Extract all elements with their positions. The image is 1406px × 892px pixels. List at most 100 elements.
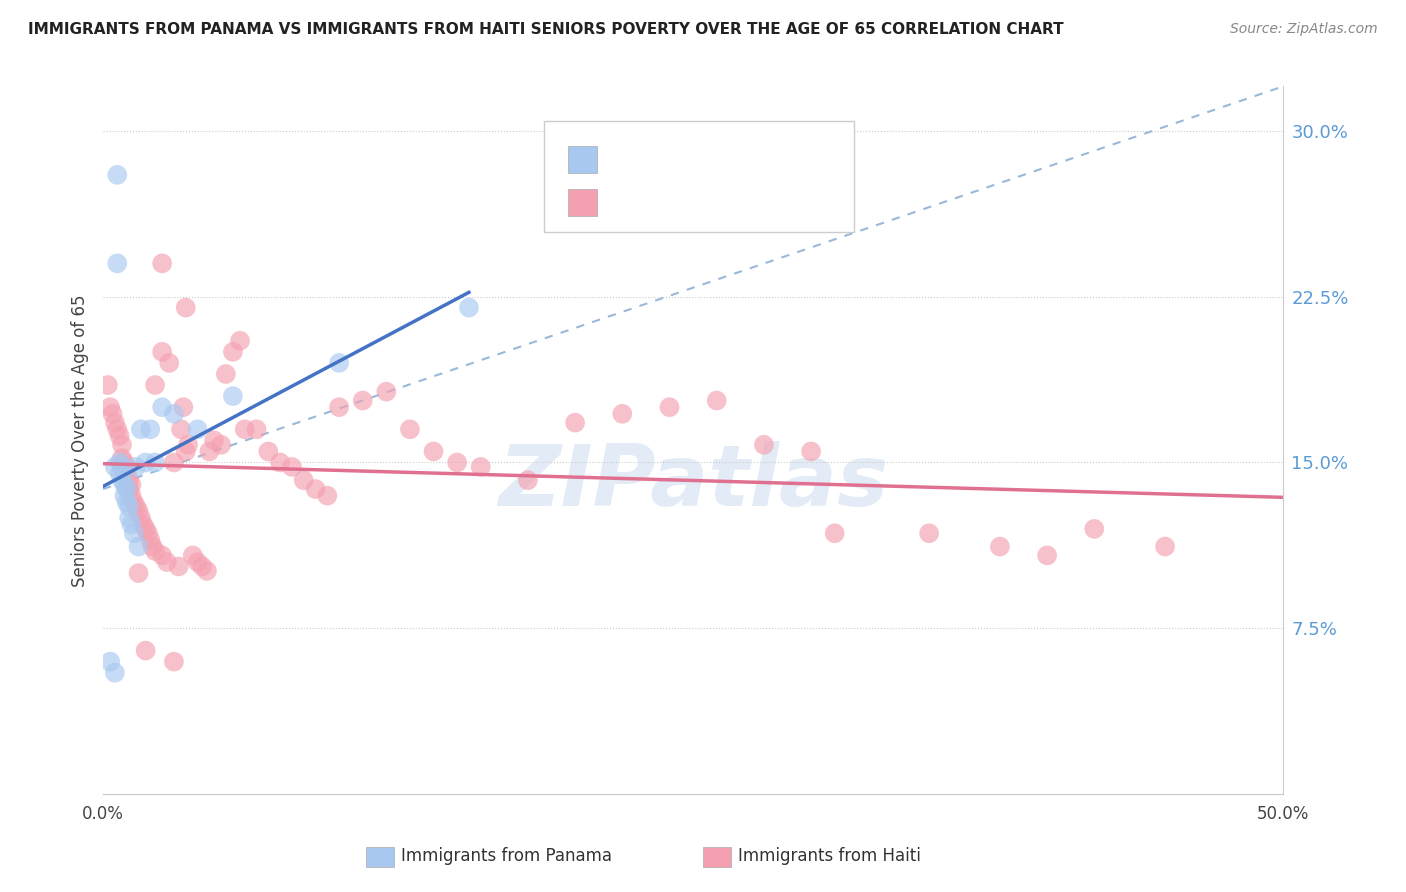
FancyBboxPatch shape [703,847,731,867]
Point [120,489,142,503]
Point [564,416,586,430]
FancyBboxPatch shape [366,847,394,867]
Point [470,459,492,474]
Point [111,459,134,474]
Text: ZIPatlas: ZIPatlas [498,442,889,524]
Text: 29: 29 [759,151,785,169]
Text: 0.222: 0.222 [647,194,704,211]
Point [143,455,166,469]
Point [163,655,186,669]
Point [118,510,141,524]
Point [292,473,315,487]
Point [163,455,186,469]
Point [108,429,131,443]
Point [135,455,157,469]
Point [245,422,267,436]
Point [112,455,135,469]
Point [1154,540,1177,554]
Point [129,422,152,436]
Point [122,495,145,509]
Point [125,500,148,514]
Point [118,500,141,514]
Point [132,517,155,532]
Point [229,334,252,348]
Point [328,400,350,414]
Point [139,533,162,547]
Point [222,389,245,403]
Point [186,422,208,436]
Point [174,301,197,315]
Point [115,482,138,496]
Point [156,555,179,569]
Point [104,459,127,474]
Text: R =: R = [607,194,647,211]
Point [128,540,150,554]
Point [269,455,291,469]
Point [458,301,481,315]
Text: 0.336: 0.336 [647,151,704,169]
Point [118,473,141,487]
Point [157,356,180,370]
Point [422,444,444,458]
Point [98,400,121,414]
Point [174,444,197,458]
Point [120,477,142,491]
Point [97,378,120,392]
FancyBboxPatch shape [568,146,596,173]
Point [181,549,204,563]
Point [104,665,127,680]
Point [111,438,134,452]
Point [104,416,127,430]
Point [209,438,232,452]
Point [195,564,218,578]
Point [215,367,238,381]
Point [612,407,634,421]
Point [101,407,124,421]
Point [446,455,468,469]
Point [328,356,350,370]
Point [281,459,304,474]
Point [125,459,148,474]
Point [1036,549,1059,563]
Point [163,407,186,421]
Point [233,422,256,436]
Point [135,522,157,536]
Point [170,422,193,436]
Point [118,482,141,496]
FancyBboxPatch shape [568,189,596,216]
Text: N =: N = [709,151,761,169]
Text: Immigrants from Panama: Immigrants from Panama [401,847,612,865]
Point [143,544,166,558]
Point [139,422,162,436]
Point [191,559,214,574]
Point [304,482,326,496]
Point [752,438,775,452]
Point [150,256,173,270]
Point [824,526,846,541]
Point [128,566,150,581]
Point [112,489,135,503]
Point [136,526,159,541]
Point [135,643,157,657]
Point [257,444,280,458]
Point [150,344,173,359]
Point [516,473,538,487]
Point [706,393,728,408]
Point [120,517,142,532]
Point [105,168,128,182]
Text: R =: R = [607,151,647,169]
Point [108,467,131,481]
Point [352,393,374,408]
Point [112,477,135,491]
Point [222,344,245,359]
Point [316,489,339,503]
Point [143,378,166,392]
Point [167,559,190,574]
Point [128,504,150,518]
Point [111,473,134,487]
Point [177,438,200,452]
Point [186,555,208,569]
Point [918,526,941,541]
Point [105,256,128,270]
Text: IMMIGRANTS FROM PANAMA VS IMMIGRANTS FROM HAITI SENIORS POVERTY OVER THE AGE OF : IMMIGRANTS FROM PANAMA VS IMMIGRANTS FRO… [28,22,1064,37]
